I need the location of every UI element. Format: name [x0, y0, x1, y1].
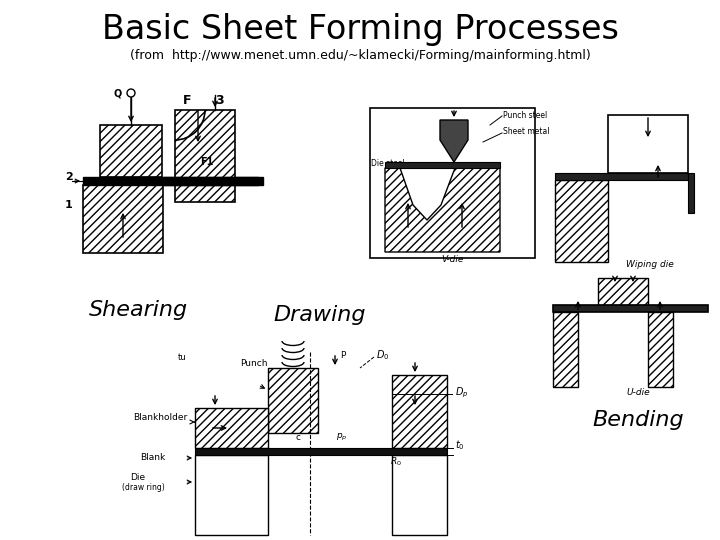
Text: c: c [295, 433, 300, 442]
Bar [392, 375, 447, 448]
Text: Blank: Blank [140, 454, 166, 462]
Text: tu: tu [178, 354, 186, 362]
Text: Punch: Punch [240, 359, 268, 368]
Text: (draw ring): (draw ring) [122, 483, 165, 492]
Text: Bending: Bending [592, 410, 684, 430]
Text: $D_p$: $D_p$ [455, 386, 469, 400]
Bar [688, 173, 694, 213]
Text: Punch steel: Punch steel [503, 111, 547, 119]
Text: Wiping die: Wiping die [626, 260, 674, 269]
Circle shape [127, 89, 135, 97]
Text: $R_0$: $R_0$ [390, 456, 402, 468]
Bar [385, 162, 500, 168]
Bar [370, 108, 535, 258]
Text: Basic Sheet Forming Processes: Basic Sheet Forming Processes [102, 14, 618, 46]
Text: Shearing: Shearing [89, 300, 188, 320]
Bar [555, 180, 608, 262]
Text: F1: F1 [200, 157, 213, 167]
Text: F: F [183, 93, 192, 106]
Bar [555, 173, 688, 180]
Bar [195, 448, 447, 455]
Polygon shape [440, 120, 468, 162]
Bar [553, 312, 578, 387]
Text: Die: Die [130, 474, 145, 483]
Bar [268, 368, 318, 433]
Bar [608, 115, 688, 173]
Bar [598, 278, 648, 305]
Bar [83, 185, 163, 253]
Bar [100, 125, 162, 177]
Text: 1: 1 [65, 200, 73, 210]
Text: 2: 2 [65, 172, 73, 182]
Bar [195, 408, 268, 448]
Bar [163, 177, 263, 185]
Text: (from  http://www.menet.umn.edu/~klamecki/Forming/mainforming.html): (from http://www.menet.umn.edu/~klamecki… [130, 49, 590, 62]
Text: $D_0$: $D_0$ [376, 348, 390, 362]
Polygon shape [385, 168, 500, 252]
Bar [392, 455, 447, 535]
Text: Blankholder: Blankholder [133, 414, 187, 422]
Bar [175, 110, 235, 202]
Text: $p_p$: $p_p$ [336, 431, 348, 443]
Text: V-die: V-die [441, 255, 463, 264]
Bar [83, 177, 258, 185]
Text: U-die: U-die [626, 388, 650, 397]
Text: Drawing: Drawing [274, 305, 366, 325]
Bar [553, 305, 708, 312]
Text: Q: Q [114, 88, 122, 98]
Bar [648, 312, 673, 387]
Text: 3: 3 [215, 93, 224, 106]
Bar [195, 455, 268, 535]
Text: $t_0$: $t_0$ [455, 438, 464, 452]
Text: P: P [340, 352, 346, 361]
Text: Sheet metal: Sheet metal [503, 127, 549, 137]
Text: Die steel: Die steel [371, 159, 405, 167]
